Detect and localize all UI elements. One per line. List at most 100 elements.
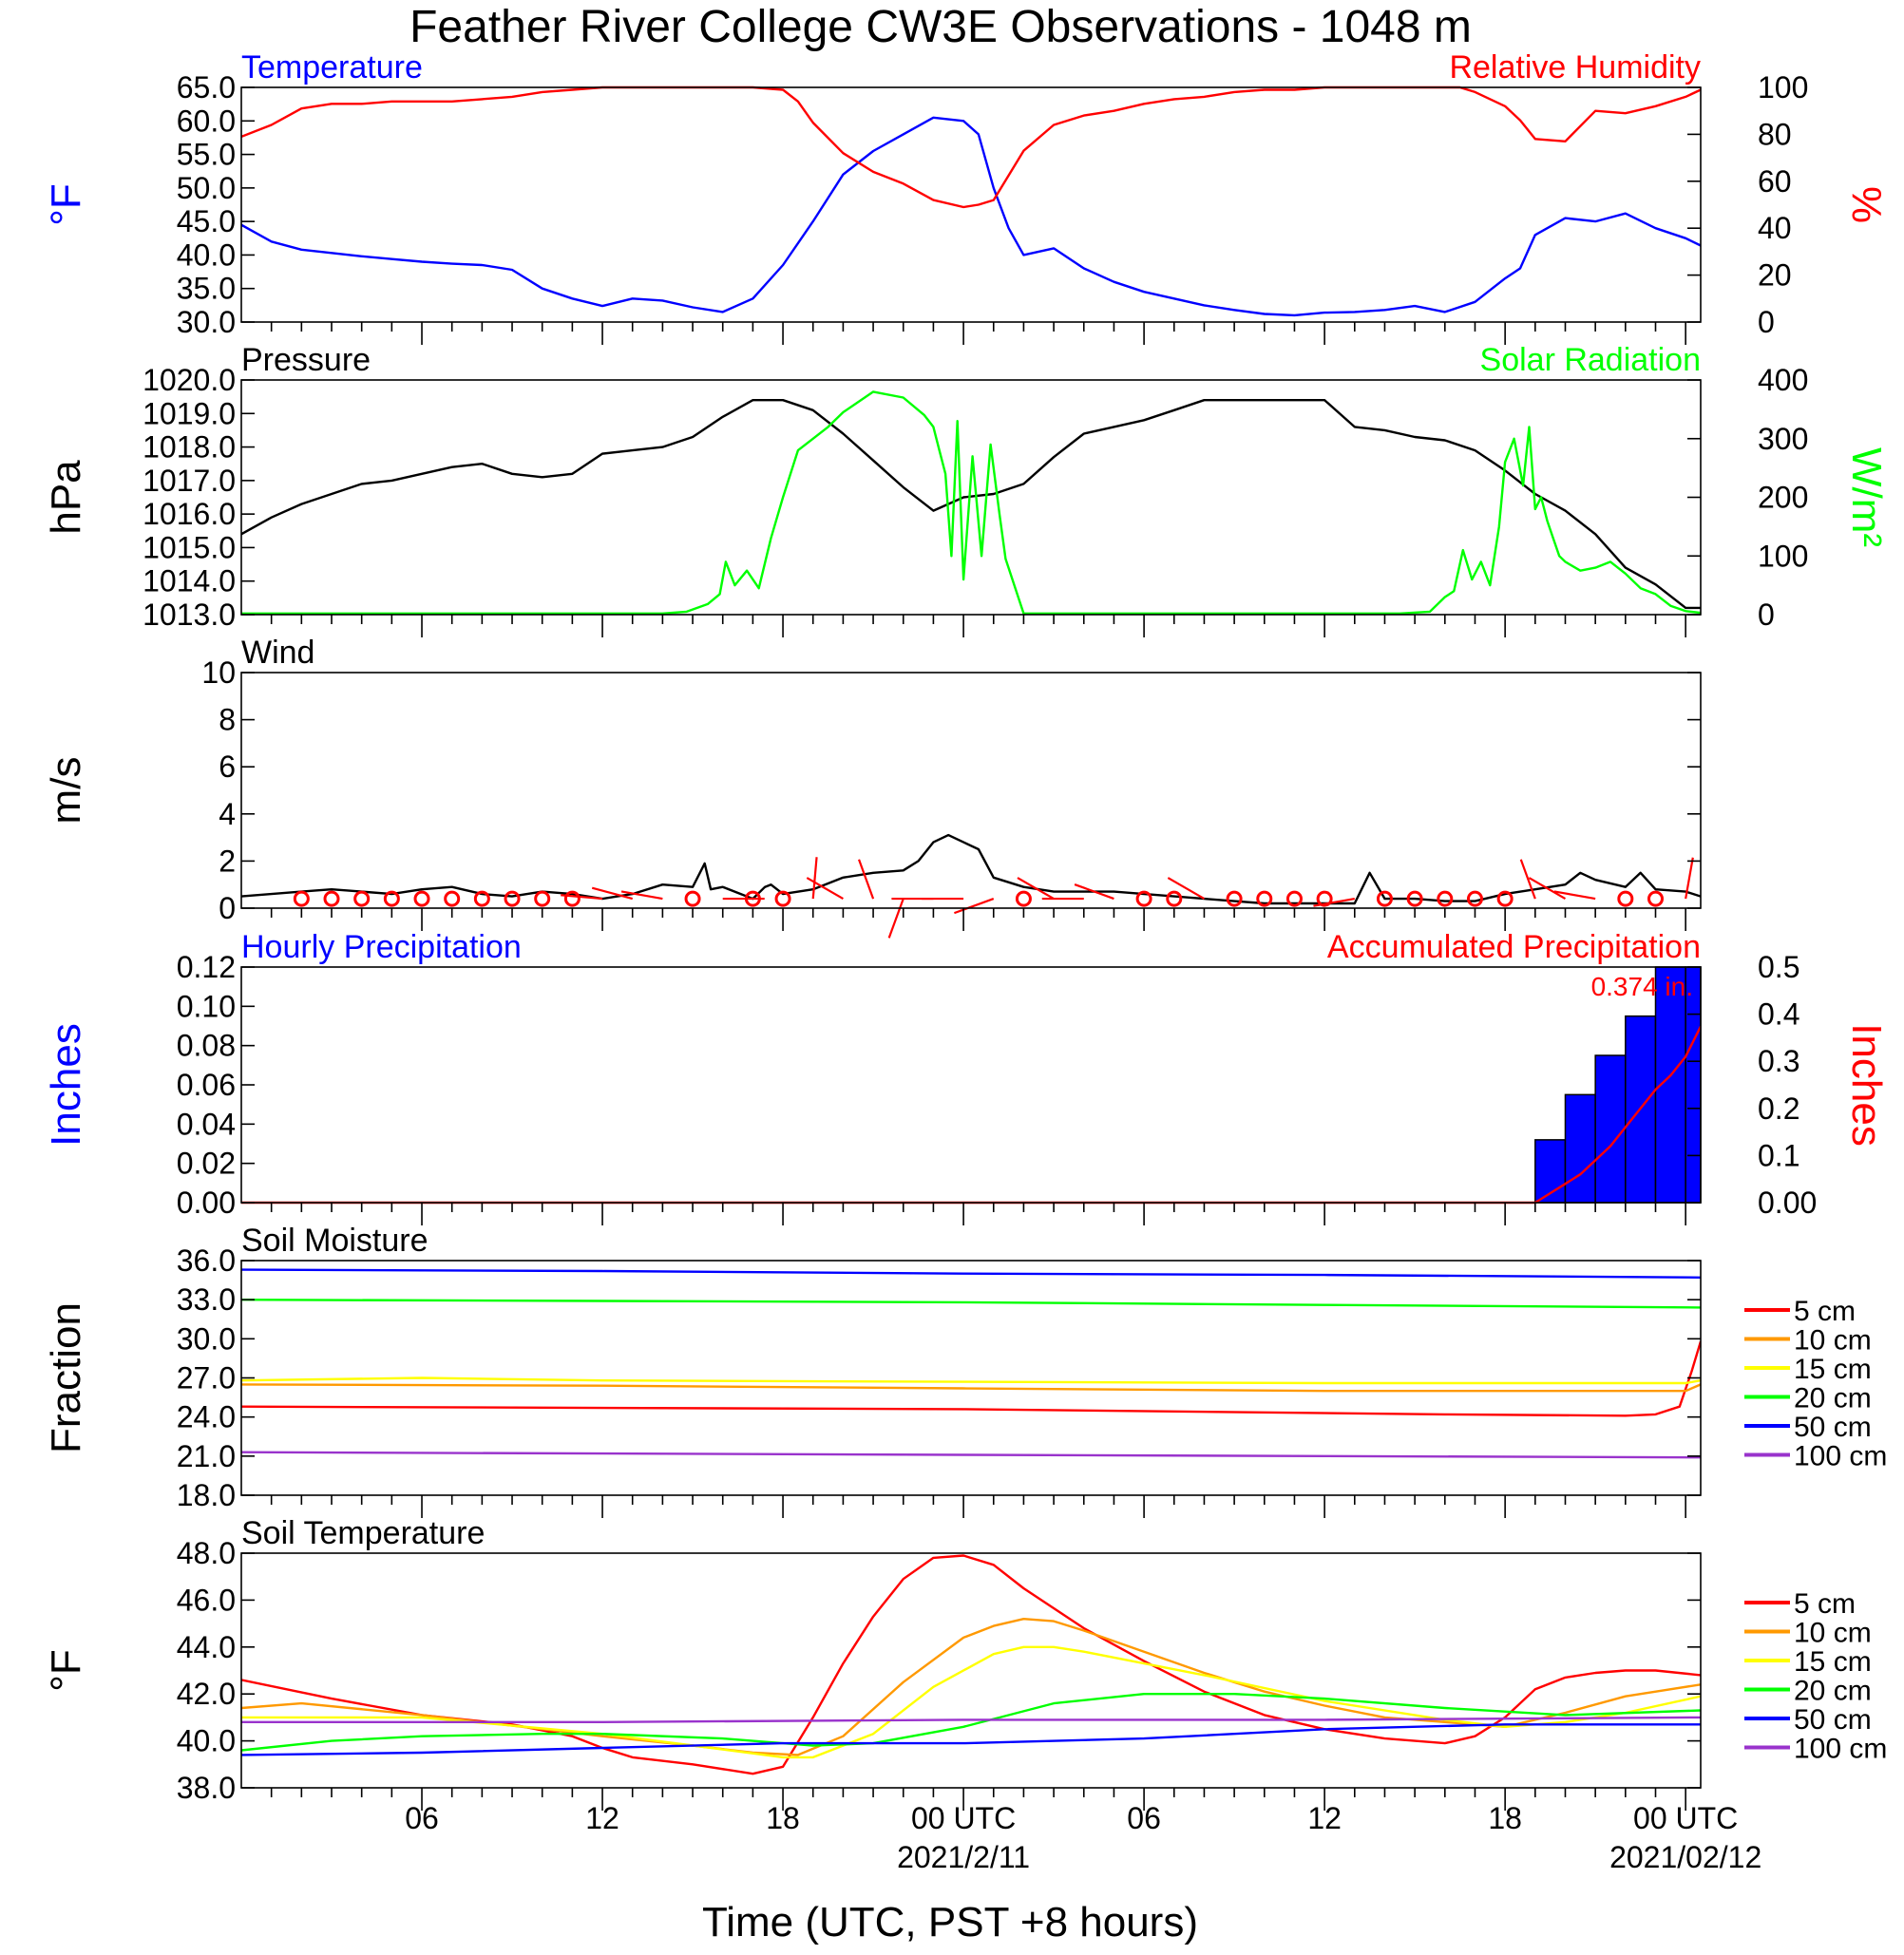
y-tick-label: 6 <box>219 750 236 784</box>
y2-tick-label: 0 <box>1758 305 1775 339</box>
series-line-50-cm <box>241 1723 1701 1756</box>
y-tick-label: 1019.0 <box>143 396 236 430</box>
y-tick-label: 0.12 <box>177 950 236 984</box>
x-tick-label: 18 <box>1488 1801 1522 1835</box>
y-tick-label: 1015.0 <box>143 530 236 564</box>
series-line-0 <box>241 1025 1701 1205</box>
y2-tick-label: 40 <box>1758 211 1792 245</box>
wind-barb-calm <box>444 890 461 907</box>
wind-barb-calm <box>1437 890 1454 907</box>
y2-tick-label: 0.5 <box>1758 950 1799 984</box>
precip-total-annotation: 0.374 in. <box>1591 972 1693 1001</box>
panel-title-left: Wind <box>241 635 314 671</box>
x-tick-label: 18 <box>766 1801 800 1835</box>
wind-barb <box>1519 859 1536 900</box>
wind-barb <box>857 859 875 900</box>
legend-label: 50 cm <box>1794 1704 1872 1736</box>
panel-frame <box>240 672 1702 909</box>
y2-tick-label: 300 <box>1758 422 1808 456</box>
wind-barb <box>1313 897 1355 907</box>
y-tick-label: 44.0 <box>177 1630 236 1664</box>
panel-title-left: Hourly Precipitation <box>241 929 522 965</box>
panel-title-left: Temperature <box>241 49 423 85</box>
y-tick-label: 36.0 <box>177 1243 236 1278</box>
y-tick-label: 40.0 <box>177 1724 236 1758</box>
x-tick-label: 00 UTC <box>911 1801 1016 1835</box>
x-axis-title: Time (UTC, PST +8 hours) <box>702 1899 1198 1946</box>
y-tick-label: 4 <box>219 797 236 831</box>
wind-barb-calm <box>534 890 551 907</box>
y-tick-label: 0.02 <box>177 1147 236 1181</box>
y-tick-label: 2 <box>219 844 236 878</box>
wind-barb-calm <box>323 890 340 907</box>
y-axis-label: m/s <box>43 757 89 825</box>
y-tick-label: 1018.0 <box>143 430 236 465</box>
series-line-1 <box>241 390 1701 615</box>
y2-axis-label: W/m² <box>1843 447 1890 547</box>
panel-title-right: Accumulated Precipitation <box>1327 929 1701 965</box>
legend-label: 20 cm <box>1794 1676 1872 1707</box>
legend-label: 100 cm <box>1794 1441 1887 1472</box>
wind-barb-calm <box>383 890 400 907</box>
series-line-0 <box>241 116 1701 317</box>
wind-barb-calm <box>353 890 371 907</box>
x-tick-label: 00 UTC <box>1633 1801 1738 1835</box>
y-axis-label: °F <box>43 183 89 225</box>
wind-barb-calm <box>1015 890 1032 907</box>
y-tick-label: 1017.0 <box>143 464 236 498</box>
panel-frame <box>240 966 1702 1204</box>
chart-title: Feather River College CW3E Observations … <box>409 2 1472 52</box>
y-tick-label: 0.00 <box>177 1186 236 1220</box>
y-tick-label: 65.0 <box>177 70 236 104</box>
wind-barb-calm <box>1166 890 1183 907</box>
panel-title-right: Solar Radiation <box>1480 342 1701 378</box>
wind-barb-calm <box>1617 890 1634 907</box>
panel-title-left: Soil Moisture <box>241 1223 428 1259</box>
wind-barb-calm <box>1316 890 1333 907</box>
series-line-100-cm <box>241 1716 1701 1724</box>
y-tick-label: 55.0 <box>177 138 236 172</box>
series-line-1 <box>241 85 1701 209</box>
y-tick-label: 48.0 <box>177 1536 236 1570</box>
y-tick-label: 1013.0 <box>143 598 236 632</box>
wind-barb <box>1685 857 1694 900</box>
wind-barb <box>1553 890 1596 901</box>
wind-barb <box>954 898 995 915</box>
panel-frame <box>240 86 1702 323</box>
y2-tick-label: 200 <box>1758 481 1808 515</box>
wind-barb <box>1167 877 1205 901</box>
wind-barb-calm <box>1466 890 1483 907</box>
wind-barb-calm <box>1285 890 1303 907</box>
series-line-0 <box>241 399 1701 610</box>
panel-pressure_solar: 1013.01014.01015.01016.01017.01018.01019… <box>43 342 1890 637</box>
wind-barb-calm <box>1256 890 1273 907</box>
y-tick-label: 24.0 <box>177 1400 236 1434</box>
series-line-50-cm <box>241 1268 1701 1280</box>
wind-barb <box>1074 883 1114 901</box>
legend-label: 15 cm <box>1794 1646 1872 1678</box>
legend-label: 100 cm <box>1794 1734 1887 1765</box>
wind-barb <box>1017 877 1055 901</box>
y-tick-label: 21.0 <box>177 1439 236 1473</box>
x-date-label: 2021/2/11 <box>897 1840 1030 1874</box>
series-line-15-cm <box>241 1645 1701 1759</box>
precip-bar <box>1564 1093 1596 1204</box>
wind-barb-calm <box>744 890 761 907</box>
y2-tick-label: 20 <box>1758 258 1792 293</box>
panel-title-left: Pressure <box>241 342 371 378</box>
y2-axis-label: % <box>1843 186 1890 223</box>
y-axis-label: Inches <box>43 1023 89 1147</box>
y-tick-label: 60.0 <box>177 104 236 138</box>
y-tick-label: 10 <box>201 655 236 690</box>
wind-barb-calm <box>1406 890 1423 907</box>
wind-barb-calm <box>1135 890 1152 907</box>
y-tick-label: 40.0 <box>177 237 236 272</box>
y-tick-label: 0 <box>219 891 236 925</box>
legend-label: 10 cm <box>1794 1618 1872 1649</box>
y2-tick-label: 400 <box>1758 363 1808 397</box>
legend-label: 20 cm <box>1794 1383 1872 1414</box>
y-tick-label: 1016.0 <box>143 497 236 531</box>
